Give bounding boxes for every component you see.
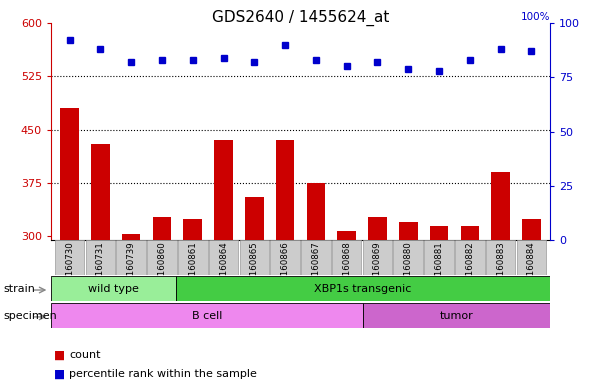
Bar xyxy=(517,240,546,275)
Text: GSM160884: GSM160884 xyxy=(527,242,536,295)
Bar xyxy=(430,226,448,240)
Text: percentile rank within the sample: percentile rank within the sample xyxy=(69,369,257,379)
Text: GSM160739: GSM160739 xyxy=(127,242,136,295)
Bar xyxy=(399,222,418,240)
Bar xyxy=(307,183,325,240)
Bar xyxy=(368,217,386,240)
Text: XBP1s transgenic: XBP1s transgenic xyxy=(314,284,412,294)
Text: GSM160868: GSM160868 xyxy=(342,242,351,295)
Bar xyxy=(460,226,479,240)
Bar xyxy=(486,240,516,275)
Bar xyxy=(91,144,109,240)
Bar xyxy=(51,276,176,301)
Text: GSM160731: GSM160731 xyxy=(96,242,105,295)
Text: GSM160730: GSM160730 xyxy=(65,242,74,295)
Text: GSM160860: GSM160860 xyxy=(157,242,166,295)
Text: GSM160880: GSM160880 xyxy=(404,242,413,295)
Bar xyxy=(363,303,550,328)
Text: tumor: tumor xyxy=(439,311,473,321)
Bar xyxy=(147,240,177,275)
Text: GSM160881: GSM160881 xyxy=(435,242,444,295)
Text: specimen: specimen xyxy=(3,311,56,321)
Text: GSM160867: GSM160867 xyxy=(311,242,320,295)
Bar xyxy=(276,141,294,240)
Bar xyxy=(301,240,331,275)
Bar xyxy=(332,240,361,275)
Bar xyxy=(122,234,141,240)
Text: ■: ■ xyxy=(54,368,66,381)
Text: GSM160866: GSM160866 xyxy=(281,242,290,295)
Text: B cell: B cell xyxy=(192,311,222,321)
Text: GSM160883: GSM160883 xyxy=(496,242,505,295)
Text: wild type: wild type xyxy=(88,284,139,294)
Bar xyxy=(55,240,84,275)
Text: GDS2640 / 1455624_at: GDS2640 / 1455624_at xyxy=(212,10,389,26)
Text: GSM160882: GSM160882 xyxy=(465,242,474,295)
Bar xyxy=(51,303,363,328)
Bar xyxy=(178,240,207,275)
Text: strain: strain xyxy=(3,284,35,294)
Text: GSM160864: GSM160864 xyxy=(219,242,228,295)
Bar xyxy=(60,108,79,240)
Text: GSM160865: GSM160865 xyxy=(250,242,259,295)
Bar xyxy=(117,240,146,275)
Text: ■: ■ xyxy=(54,349,66,362)
Bar xyxy=(215,141,233,240)
Bar xyxy=(240,240,269,275)
Bar xyxy=(424,240,454,275)
Bar xyxy=(455,240,484,275)
Bar xyxy=(153,217,171,240)
Bar xyxy=(245,197,264,240)
Text: GSM160869: GSM160869 xyxy=(373,242,382,295)
Bar xyxy=(209,240,239,275)
Text: count: count xyxy=(69,350,100,360)
Bar xyxy=(183,218,202,240)
Bar xyxy=(176,276,550,301)
Bar xyxy=(522,218,541,240)
Bar xyxy=(85,240,115,275)
Bar xyxy=(394,240,423,275)
Bar xyxy=(270,240,300,275)
Text: 100%: 100% xyxy=(520,12,550,22)
Bar xyxy=(362,240,392,275)
Text: GSM160861: GSM160861 xyxy=(188,242,197,295)
Bar xyxy=(337,231,356,240)
Bar xyxy=(492,172,510,240)
